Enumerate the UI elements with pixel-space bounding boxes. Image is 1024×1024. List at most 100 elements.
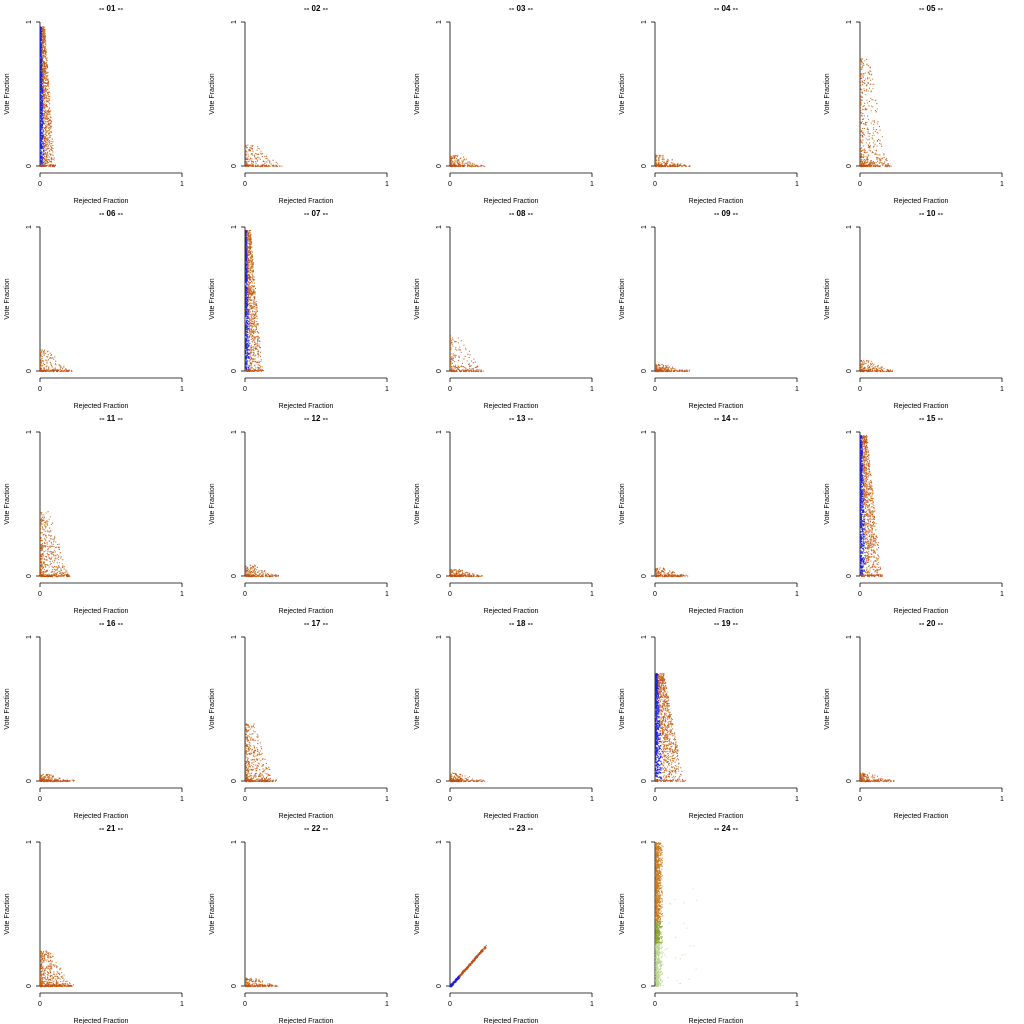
data-point bbox=[42, 165, 44, 167]
data-point bbox=[45, 131, 47, 133]
data-point bbox=[248, 291, 250, 293]
data-point bbox=[670, 368, 672, 370]
data-point bbox=[861, 122, 863, 124]
data-point bbox=[250, 240, 252, 242]
data-point bbox=[247, 342, 249, 344]
data-point bbox=[660, 367, 662, 369]
data-point bbox=[249, 159, 251, 161]
data-point bbox=[248, 353, 250, 355]
data-point bbox=[42, 28, 44, 30]
data-point bbox=[46, 85, 48, 87]
data-point bbox=[245, 288, 247, 290]
data-point bbox=[247, 295, 249, 297]
data-point bbox=[253, 289, 255, 291]
data-point bbox=[246, 370, 248, 372]
data-point bbox=[450, 346, 452, 348]
data-point bbox=[458, 366, 460, 368]
data-point bbox=[248, 284, 250, 286]
data-point bbox=[42, 141, 44, 143]
data-point bbox=[248, 263, 250, 265]
data-point bbox=[253, 282, 255, 284]
data-point bbox=[250, 370, 252, 372]
data-point bbox=[42, 30, 44, 32]
data-point bbox=[661, 156, 663, 158]
data-point bbox=[260, 368, 262, 370]
data-point bbox=[666, 370, 668, 372]
data-point bbox=[255, 367, 257, 369]
data-point bbox=[250, 263, 252, 265]
x-tick-label: 1 bbox=[385, 181, 389, 188]
data-point bbox=[248, 287, 250, 289]
data-point bbox=[45, 63, 47, 65]
data-point bbox=[50, 145, 52, 147]
data-point bbox=[250, 351, 252, 353]
data-point bbox=[257, 361, 259, 363]
data-point bbox=[884, 165, 886, 167]
data-point bbox=[661, 368, 663, 370]
data-point bbox=[868, 163, 870, 165]
data-point bbox=[245, 366, 247, 368]
data-point bbox=[255, 304, 257, 306]
data-point bbox=[257, 370, 259, 372]
data-point bbox=[667, 160, 669, 162]
data-point bbox=[666, 160, 668, 162]
data-point bbox=[661, 158, 663, 160]
data-point bbox=[861, 83, 863, 85]
data-point bbox=[246, 286, 248, 288]
data-point bbox=[40, 79, 42, 81]
data-point bbox=[455, 346, 457, 348]
data-point bbox=[246, 247, 248, 249]
data-point bbox=[660, 370, 662, 372]
data-point bbox=[41, 85, 43, 87]
data-point bbox=[451, 158, 453, 160]
data-point bbox=[248, 314, 250, 316]
data-point bbox=[40, 362, 42, 364]
data-point bbox=[255, 166, 257, 168]
data-point bbox=[246, 335, 248, 337]
data-point bbox=[245, 307, 247, 309]
data-point bbox=[56, 369, 58, 371]
data-point bbox=[254, 287, 256, 289]
data-point bbox=[860, 364, 862, 366]
data-point bbox=[247, 262, 249, 264]
data-point bbox=[48, 366, 50, 368]
data-point bbox=[43, 164, 45, 166]
data-point bbox=[40, 139, 42, 141]
data-point bbox=[45, 57, 47, 59]
data-point bbox=[267, 159, 269, 161]
data-point bbox=[49, 156, 51, 158]
data-point bbox=[250, 279, 252, 281]
data-point bbox=[245, 251, 247, 253]
data-point bbox=[56, 370, 58, 372]
data-point bbox=[245, 237, 247, 239]
data-point bbox=[248, 357, 250, 359]
data-point bbox=[681, 165, 683, 167]
data-point bbox=[45, 352, 47, 354]
data-point bbox=[874, 130, 876, 132]
data-point bbox=[46, 155, 48, 157]
data-point bbox=[245, 334, 247, 336]
data-point bbox=[867, 132, 869, 134]
data-point bbox=[40, 165, 42, 167]
data-point bbox=[462, 163, 464, 165]
data-point bbox=[861, 80, 863, 82]
data-point bbox=[42, 71, 44, 73]
data-point bbox=[266, 165, 268, 167]
data-point bbox=[251, 263, 253, 265]
data-point bbox=[869, 83, 871, 85]
data-point bbox=[49, 135, 51, 137]
data-point bbox=[46, 75, 48, 77]
data-point bbox=[259, 369, 261, 371]
data-point bbox=[450, 155, 452, 157]
data-point bbox=[246, 343, 248, 345]
x-tick-label: 0 bbox=[653, 386, 657, 393]
data-point bbox=[47, 156, 49, 158]
data-point bbox=[454, 366, 456, 368]
data-point bbox=[658, 161, 660, 163]
data-point bbox=[250, 367, 252, 369]
data-point bbox=[465, 370, 467, 372]
point-cloud bbox=[245, 144, 283, 168]
data-point bbox=[674, 164, 676, 166]
data-point bbox=[44, 76, 46, 78]
data-point bbox=[245, 333, 247, 335]
